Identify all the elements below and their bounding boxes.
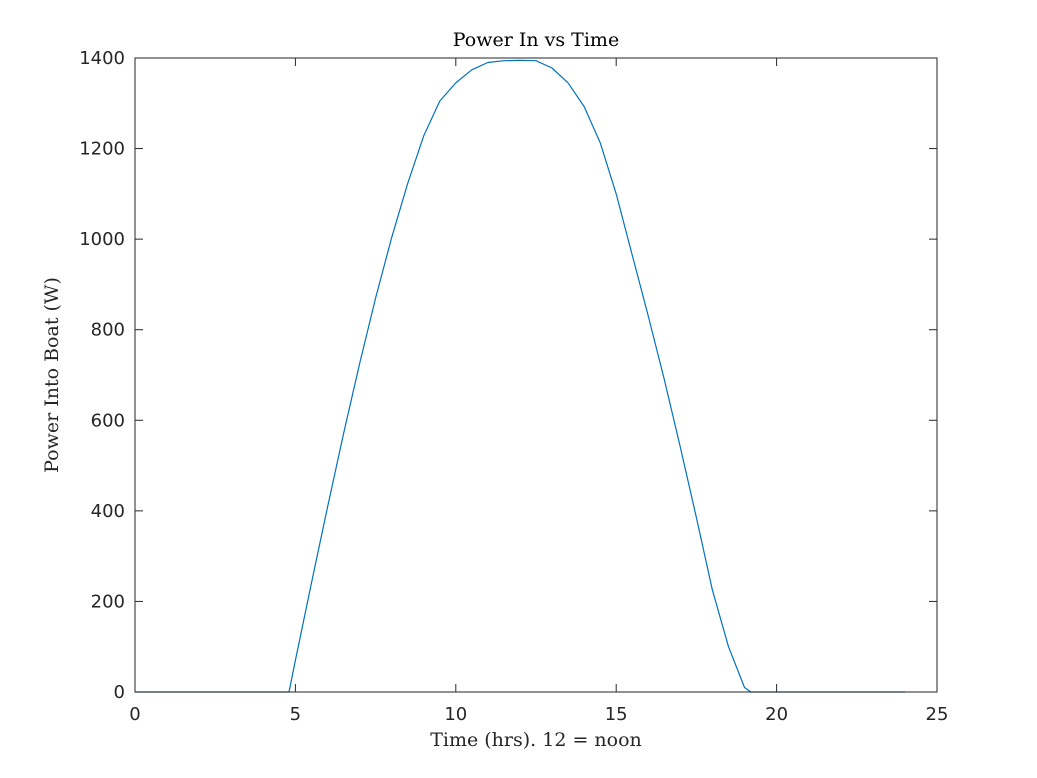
y-axis-title: Power Into Boat (W) (41, 277, 63, 473)
x-tick-label: 10 (444, 704, 467, 725)
x-tick-label: 0 (129, 704, 140, 725)
x-tick-label: 15 (605, 704, 628, 725)
y-tick-label: 600 (91, 410, 125, 431)
y-tick-label: 1400 (79, 48, 125, 69)
series-line-0 (135, 59, 905, 693)
y-tick-label: 400 (91, 501, 125, 522)
y-tick-label: 0 (114, 682, 125, 703)
y-tick-label: 200 (91, 591, 125, 612)
plot-area (134, 57, 938, 693)
x-tick-label: 5 (290, 704, 301, 725)
chart-title: Power In vs Time (453, 29, 619, 51)
x-axis-title: Time (hrs). 12 = noon (430, 729, 642, 751)
x-tick-label: 20 (765, 704, 788, 725)
y-tick-label: 1000 (79, 229, 125, 250)
axis-ticks: 0 5 10 15 20 25 0 200 400 600 800 1000 1200 1400 (79, 48, 948, 725)
x-tick-label: 25 (926, 704, 949, 725)
y-tick-label: 1200 (79, 139, 125, 160)
y-tick-label: 800 (91, 320, 125, 341)
axes-box (134, 57, 938, 693)
